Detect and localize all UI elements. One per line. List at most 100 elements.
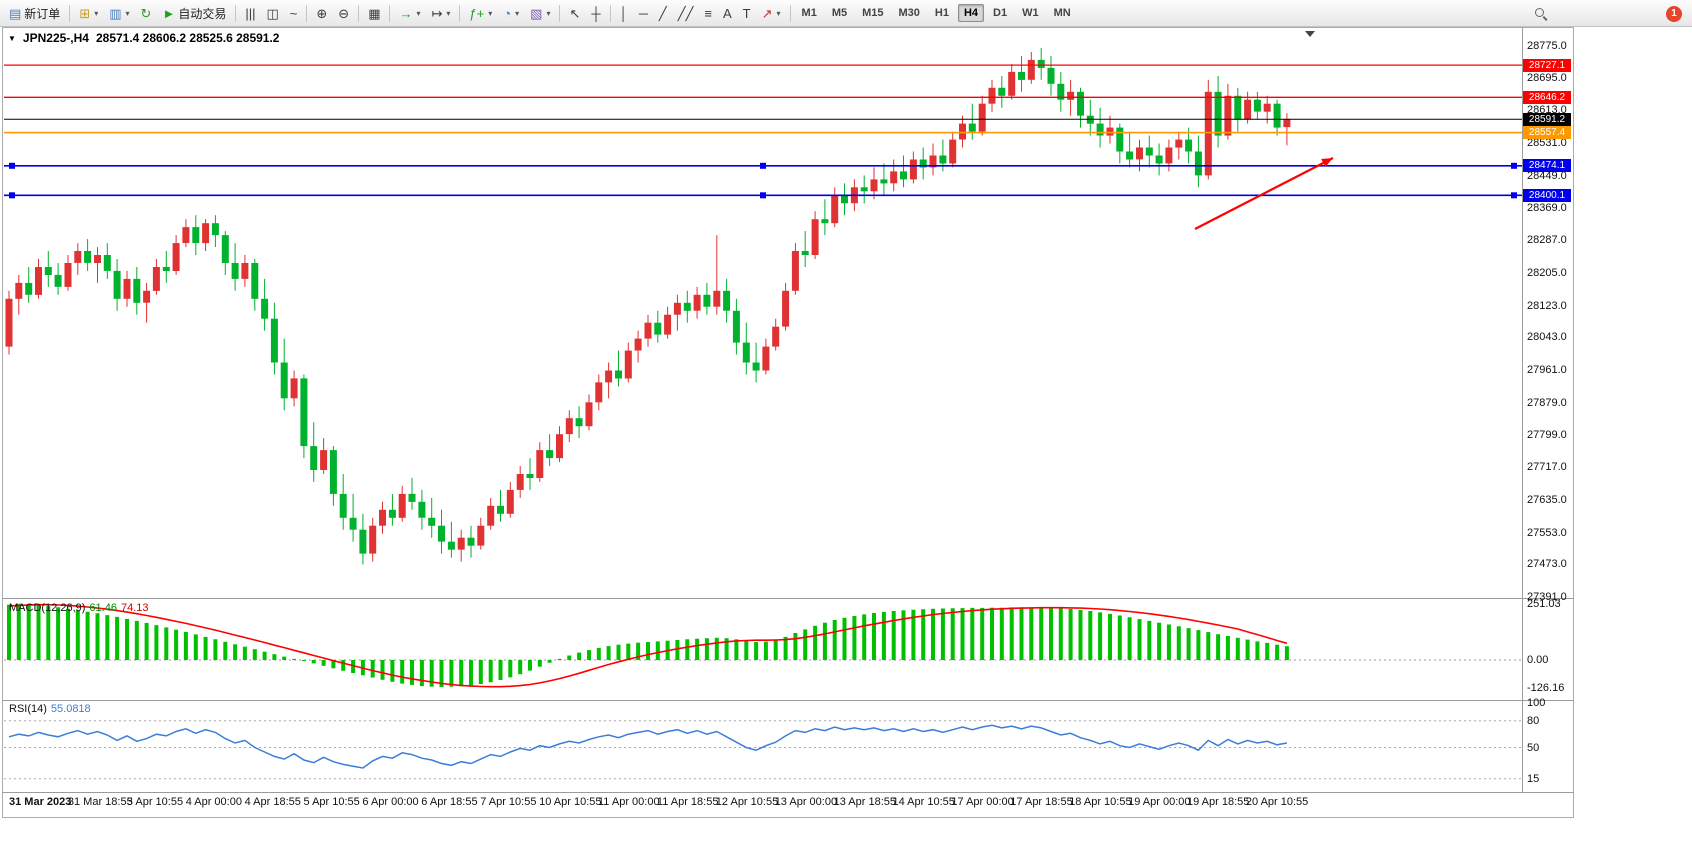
timeframe-h1-button[interactable]: H1 (934, 7, 949, 19)
arrows-button[interactable]: ↗ ▾ (757, 3, 786, 24)
line-handle[interactable] (9, 192, 15, 199)
candle-body (320, 450, 328, 470)
candle-body (1106, 127, 1114, 136)
cursor-button[interactable]: ↖ (564, 3, 585, 24)
new-order-button[interactable]: ▤ 新订单 (4, 3, 65, 24)
line-handle[interactable] (760, 192, 766, 199)
toolbar-separator (559, 4, 561, 22)
chart-shift-marker[interactable] (1305, 31, 1315, 37)
line-handle[interactable] (1511, 162, 1517, 169)
autotrade-button[interactable]: ► 自动交易 (157, 3, 231, 24)
candle-body (1175, 139, 1183, 148)
timeframe-m15-button[interactable]: M15 (862, 7, 884, 19)
fibonacci-button[interactable]: ≡ (699, 3, 717, 24)
macd-panel-splitter[interactable] (2, 598, 1574, 599)
price-axis-label: 27635.0 (1527, 493, 1567, 506)
zoom-in-button[interactable]: ⊕ (311, 3, 332, 24)
new-chart-button[interactable]: ⊞ ▾ (74, 3, 103, 24)
new-order-icon: ▤ (9, 5, 22, 21)
line-chart-button[interactable]: ~ (285, 3, 303, 24)
templates-button[interactable]: ▧ ▾ (525, 3, 555, 24)
candle-body (192, 227, 200, 243)
line-handle[interactable] (9, 162, 15, 169)
price-axis-label: 27553.0 (1527, 526, 1567, 539)
label-button[interactable]: T (738, 3, 756, 24)
line-handle[interactable] (760, 162, 766, 169)
chart-shift-button[interactable]: ↦ ▾ (427, 3, 456, 24)
chart-menu-triangle-icon[interactable]: ▼ (8, 33, 16, 43)
price-axis-label: 27879.0 (1527, 396, 1567, 409)
refresh-button[interactable]: ↻ (136, 3, 157, 24)
price-axis-label: 28775.0 (1527, 40, 1567, 52)
timeframe-m5-button[interactable]: M5 (831, 7, 848, 19)
rsi-axis-label: 50 (1527, 741, 1540, 754)
auto-scroll-button[interactable]: → ▾ (394, 3, 425, 24)
candle-body (585, 402, 593, 427)
timeframe-mn-button[interactable]: MN (1053, 7, 1071, 19)
hline-button[interactable]: ─ (634, 3, 653, 24)
macd-name: MACD(12,26,9) (9, 602, 86, 614)
toolbar-separator (459, 4, 461, 22)
time-axis[interactable]: 31 Mar 2023 31 Mar 18:55 3 Apr 10:55 4 Apr … (2, 794, 1572, 814)
templates-icon: ▧ (530, 5, 543, 21)
bars-chart-button[interactable]: ||| (240, 3, 260, 24)
candle-body (978, 103, 986, 132)
profiles-button[interactable]: ▥ ▾ (104, 3, 134, 24)
timeframe-w1-button[interactable]: W1 (1022, 7, 1039, 19)
rsi-axis-label: 80 (1527, 714, 1540, 727)
time-axis-label: 11 Apr 18:55 (656, 796, 719, 808)
candle-body (310, 446, 318, 470)
candle-body (909, 159, 917, 180)
trendline-button[interactable]: ╱ (654, 3, 672, 24)
candle-body (25, 282, 33, 295)
candle-body (133, 278, 141, 303)
candle-body (998, 87, 1006, 96)
new-chart-icon: ⊞ (79, 5, 91, 21)
candle-body (1214, 91, 1222, 136)
main-chart-canvas[interactable] (4, 28, 1522, 598)
candle-body (624, 350, 632, 379)
timeframe-m30-button[interactable]: M30 (898, 7, 920, 19)
zoom-out-button[interactable]: ⊖ (333, 3, 354, 24)
candle-body (349, 517, 357, 530)
candle-body (664, 314, 672, 335)
candles-chart-button[interactable]: ◫ (261, 3, 283, 24)
toolbar-separator (69, 4, 71, 22)
candle-body (270, 318, 278, 363)
search-icon[interactable] (1534, 7, 1548, 21)
macd-axis-label: -126.16 (1527, 682, 1565, 695)
timeframe-m1-button[interactable]: M1 (801, 7, 817, 19)
indicators-icon: ƒ+ (469, 5, 485, 21)
candle-body (1204, 91, 1212, 176)
candle-body (211, 223, 219, 236)
vline-button[interactable]: │ (615, 3, 633, 24)
candle-body (447, 541, 455, 550)
timeframe-h4-button[interactable]: H4 (957, 4, 985, 22)
periods-button[interactable]: ◔ ▾ (498, 3, 524, 24)
time-axis-label: 19 Apr 00:00 (1128, 796, 1191, 808)
rsi-panel-canvas[interactable] (4, 701, 1522, 792)
rsi-axis-label: 100 (1527, 697, 1546, 709)
channel-button[interactable]: ╱╱ (673, 3, 699, 24)
price-tag-28557.4: 28557.4 (1523, 126, 1571, 140)
candle-body (1194, 151, 1202, 176)
crosshair-button[interactable]: ┼ (586, 3, 605, 24)
timeframe-d1-button[interactable]: D1 (993, 7, 1008, 19)
candle-body (290, 378, 298, 399)
text-button[interactable]: A (718, 3, 737, 24)
candle-body (860, 187, 868, 192)
candle-body (605, 370, 613, 383)
candle-body (546, 450, 554, 459)
line-handle[interactable] (1511, 192, 1517, 199)
candle-body (487, 505, 495, 526)
dropdown-caret-icon: ▾ (94, 8, 99, 18)
dropdown-caret-icon: ▾ (546, 8, 551, 18)
indicators-button[interactable]: ƒ+ ▾ (464, 3, 497, 24)
rsi-panel-splitter[interactable] (2, 700, 1574, 701)
candle-body (428, 517, 436, 526)
macd-panel-canvas[interactable] (4, 600, 1522, 699)
time-axis-label: 31 Mar 2023 (9, 796, 72, 808)
notification-badge[interactable]: 1 (1666, 5, 1682, 22)
tile-windows-button[interactable]: ▦ (363, 3, 385, 24)
trend-arrow[interactable] (1194, 157, 1334, 230)
